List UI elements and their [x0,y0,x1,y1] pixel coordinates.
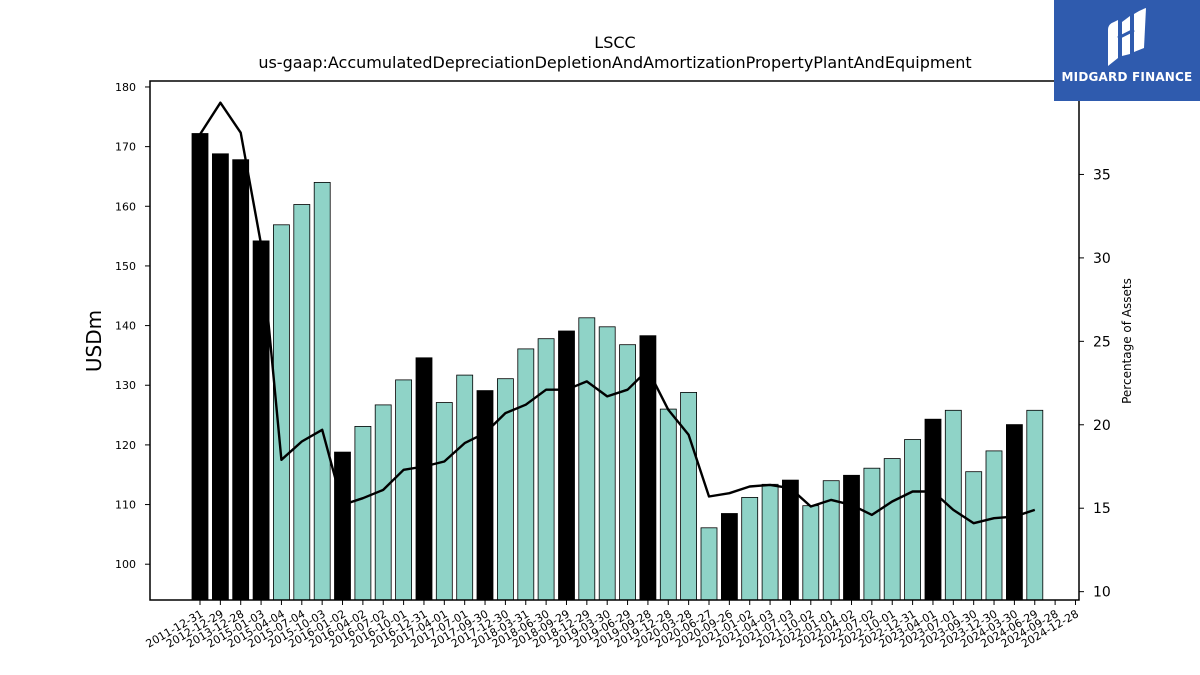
y-axis-right: 10 15 20 25 30 35 [1079,167,1111,601]
bar [863,467,881,601]
y-tick-label: 150 [115,260,136,273]
y-tick-label: 120 [115,439,136,452]
y-tick-label: 110 [115,499,136,512]
y-axis-label-right: Percentage of Assets [1120,278,1134,404]
line-series [198,101,1036,525]
bar [476,390,494,601]
bar [313,181,331,601]
bar [802,505,820,601]
y2-tick-label: 35 [1093,167,1111,183]
bar [904,439,921,601]
bar [883,458,901,601]
bar [517,348,535,601]
bar [1026,409,1044,601]
bar-series [191,133,1044,601]
bar [456,374,474,601]
bar [334,451,351,601]
bar [761,483,779,601]
bar [721,513,738,601]
midgard-logo-icon [1108,8,1146,66]
y2-tick-label: 15 [1093,501,1111,517]
y-tick-label: 170 [115,141,136,154]
plot-frame [149,80,1080,601]
x-axis: 2011-12-312012-12-292013-12-282015-01-03… [144,600,1081,651]
y2-tick-label: 10 [1093,585,1111,601]
bar [537,338,555,601]
bar [558,330,575,601]
bar [395,379,413,601]
y2-tick-label: 20 [1093,418,1111,434]
bar [232,159,250,601]
bar [293,204,311,601]
bar [211,153,229,601]
y2-tick-label: 30 [1093,251,1111,267]
y-axis-label-left: USDm [82,310,106,372]
chart-title: LSCC [594,33,635,52]
bar [374,404,392,601]
bar [354,425,372,601]
percentage-line [198,101,1036,525]
bar [843,474,860,601]
y-tick-label: 160 [115,200,136,213]
y-tick-label: 130 [115,379,136,392]
y2-tick-label: 25 [1093,334,1111,350]
y-axis-left: 100 110 120 130 140 150 160 170 180 [115,81,150,571]
y-tick-label: 180 [115,81,136,94]
brand-name: MIDGARD FINANCE [1061,70,1193,84]
bar [822,480,840,601]
chart-subtitle: us-gaap:AccumulatedDepreciationDepletion… [258,53,971,72]
y-tick-label: 100 [115,558,136,571]
bar [1006,424,1023,601]
bar [191,133,209,601]
bar [924,418,942,601]
bar [700,527,718,601]
bar [415,357,433,601]
y-tick-label: 140 [115,320,136,333]
brand-logo: MIDGARD FINANCE [1054,0,1200,101]
bar [435,402,453,601]
bar [782,479,799,601]
bar [985,450,1003,601]
bar [578,317,596,601]
bar [680,391,697,601]
bar [598,326,616,601]
bar [965,471,983,601]
bar [659,408,677,601]
bar [741,496,759,601]
